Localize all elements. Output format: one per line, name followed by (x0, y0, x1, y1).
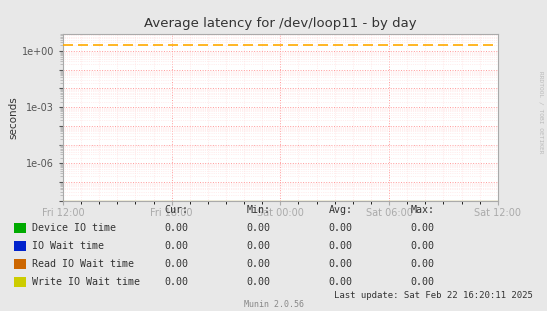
Text: RRDTOOL / TOBI OETIKER: RRDTOOL / TOBI OETIKER (538, 71, 543, 153)
Text: 0.00: 0.00 (411, 259, 435, 269)
Text: 0.00: 0.00 (247, 223, 271, 233)
Text: 0.00: 0.00 (247, 277, 271, 287)
Text: 0.00: 0.00 (329, 241, 353, 251)
Text: Cur:: Cur: (165, 205, 189, 215)
Text: Max:: Max: (411, 205, 435, 215)
Text: Write IO Wait time: Write IO Wait time (32, 277, 140, 287)
Text: Avg:: Avg: (329, 205, 353, 215)
Text: Munin 2.0.56: Munin 2.0.56 (243, 300, 304, 309)
Title: Average latency for /dev/loop11 - by day: Average latency for /dev/loop11 - by day (144, 17, 417, 30)
Text: 0.00: 0.00 (247, 259, 271, 269)
Text: Last update: Sat Feb 22 16:20:11 2025: Last update: Sat Feb 22 16:20:11 2025 (334, 290, 533, 299)
Y-axis label: seconds: seconds (9, 96, 19, 139)
Text: Read IO Wait time: Read IO Wait time (32, 259, 134, 269)
Text: 0.00: 0.00 (329, 259, 353, 269)
Text: 0.00: 0.00 (165, 241, 189, 251)
Text: Min:: Min: (247, 205, 271, 215)
Text: 0.00: 0.00 (411, 223, 435, 233)
Text: 0.00: 0.00 (411, 241, 435, 251)
Text: Device IO time: Device IO time (32, 223, 117, 233)
Text: 0.00: 0.00 (165, 277, 189, 287)
Text: 0.00: 0.00 (165, 259, 189, 269)
Text: 0.00: 0.00 (329, 277, 353, 287)
Text: 0.00: 0.00 (165, 223, 189, 233)
Text: 0.00: 0.00 (411, 277, 435, 287)
Text: IO Wait time: IO Wait time (32, 241, 104, 251)
Text: 0.00: 0.00 (247, 241, 271, 251)
Text: 0.00: 0.00 (329, 223, 353, 233)
